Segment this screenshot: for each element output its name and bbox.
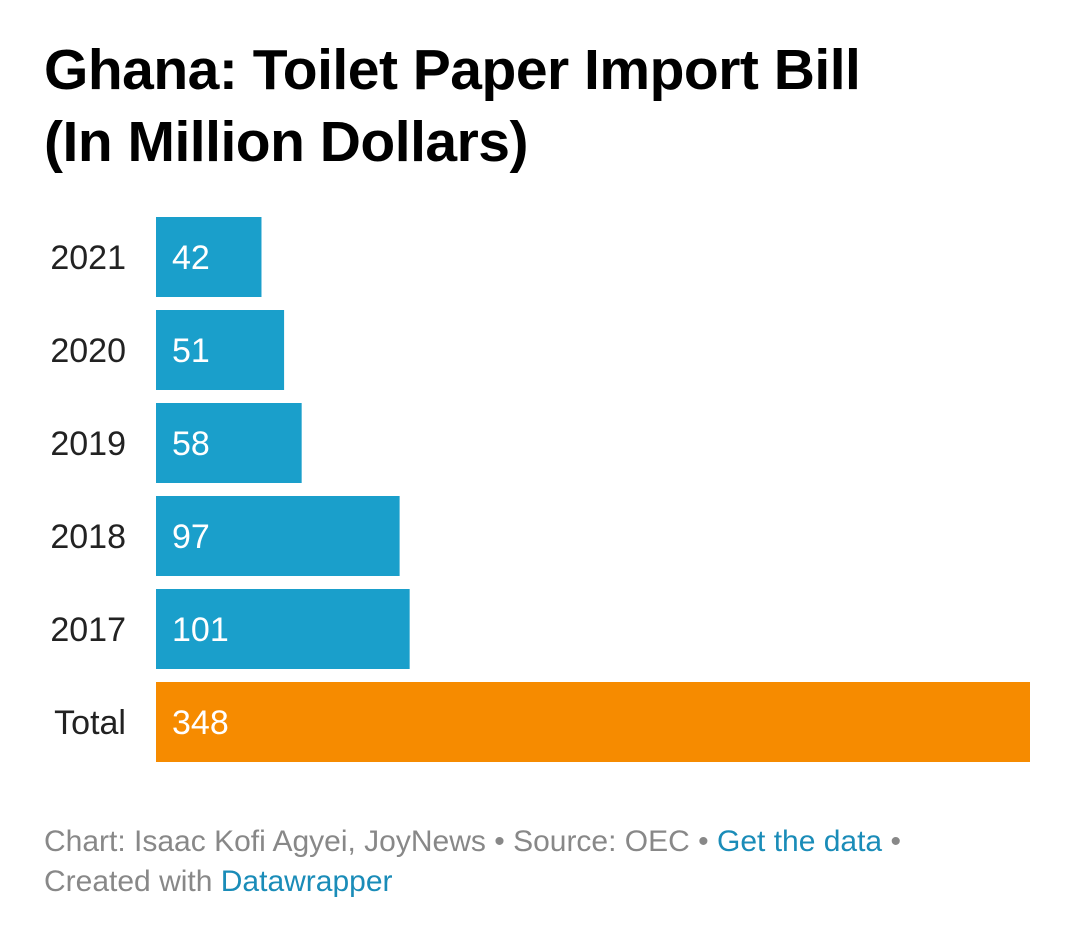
value-label-2019: 58 — [172, 425, 210, 463]
footer-source: Source: OEC — [513, 825, 690, 858]
bar-2018 — [156, 496, 400, 576]
bar-total — [156, 682, 1030, 762]
value-label-total: 348 — [172, 704, 229, 742]
value-label-2018: 97 — [172, 518, 210, 556]
category-label-2017: 2017 — [50, 611, 126, 649]
footer-separator: • — [494, 825, 505, 858]
category-label-total: Total — [54, 704, 126, 742]
datawrapper-link[interactable]: Datawrapper — [220, 865, 393, 898]
footer-separator: • — [890, 825, 901, 858]
bar-chart: 2021 42 2020 51 2019 58 2018 97 2017 101 Total 348 — [50, 217, 1030, 762]
footer-credit: Chart: Isaac Kofi Agyei, JoyNews — [44, 825, 486, 858]
value-label-2020: 51 — [172, 332, 210, 370]
get-the-data-link[interactable]: Get the data — [717, 825, 883, 858]
footer-created-with: Created with — [44, 865, 213, 898]
value-label-2017: 101 — [172, 611, 229, 649]
value-label-2021: 42 — [172, 239, 210, 277]
category-label-2019: 2019 — [50, 425, 126, 463]
chart-title-sub: (In Million Dollars) — [44, 110, 529, 174]
bar-2020 — [156, 310, 285, 390]
footer-separator: • — [698, 825, 709, 858]
chart-title: Ghana: Toilet Paper Import Bill (In Mill… — [44, 34, 1044, 178]
category-label-2020: 2020 — [50, 332, 126, 370]
chart-footer: Chart: Isaac Kofi Agyei, JoyNews • Sourc… — [44, 822, 1054, 902]
bar-2021 — [156, 217, 262, 297]
category-label-2021: 2021 — [50, 239, 126, 277]
chart-title-main: Ghana: Toilet Paper Import Bill — [44, 38, 861, 102]
bar-2017 — [156, 589, 410, 669]
bar-2019 — [156, 403, 302, 483]
category-label-2018: 2018 — [50, 518, 126, 556]
